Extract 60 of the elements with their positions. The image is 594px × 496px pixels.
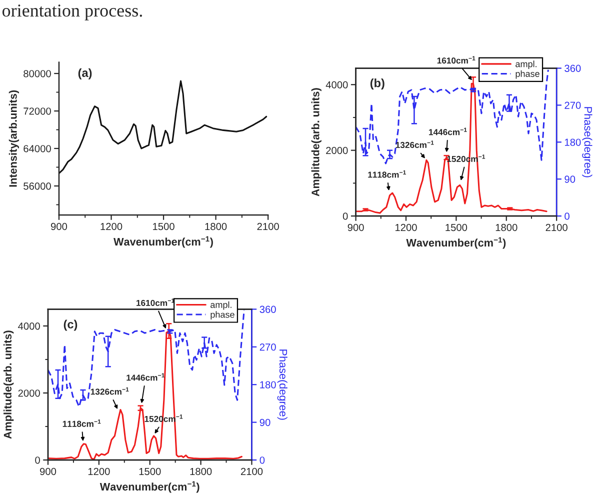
annotation: 1610cm$^{−1}$ [437, 56, 476, 64]
y-tick-label: 80000 [24, 70, 51, 78]
y2-tick-label: 180 [564, 138, 581, 146]
x-tick-label: 1500 [446, 224, 468, 232]
y-axis-title: Amplitude(arb. units) [4, 330, 14, 439]
legend-label: ampl. [516, 60, 536, 69]
y-tick-label: 0 [342, 212, 348, 220]
y-tick-label: 0 [35, 456, 40, 464]
x-axis-title: Wavenumber(cm$^{−1}$) [406, 237, 506, 249]
y2-tick-label: 0 [260, 456, 265, 464]
x-tick-label: 2100 [257, 222, 279, 230]
x-tick-label: 1200 [395, 224, 417, 232]
legend-label: ampl. [210, 301, 232, 310]
y2-tick-label: 180 [260, 381, 276, 388]
y-tick-label: 72000 [24, 108, 51, 115]
y-tick-label: 4000 [18, 322, 40, 330]
y-tick-label: 2000 [326, 146, 348, 154]
x-axis-title: Wavenumber(cm$^{−1}$) [114, 236, 213, 248]
y-axis-title: Amplitude(arb. units) [311, 88, 322, 196]
y2-tick-label: 90 [260, 418, 270, 426]
x-tick-label: 900 [348, 224, 364, 232]
line-series [58, 80, 268, 174]
y2-axis-title: Phase(degree) [582, 107, 592, 178]
x-tick-label: 900 [51, 222, 68, 230]
annotation: 1118cm$^{−1}$ [368, 170, 406, 178]
line-series [356, 69, 549, 164]
text: orientation process. [2, 4, 142, 20]
y2-tick-label: 270 [564, 102, 581, 109]
legend-label: phase [516, 70, 540, 79]
x-tick-label: 1800 [205, 222, 227, 230]
x-tick-label: 1500 [139, 468, 161, 476]
x-tick-label: 2100 [240, 468, 263, 476]
annotation: 1446cm$^{−1}$ [429, 128, 467, 136]
y-axis-title: Intensity(arb.units) [8, 90, 19, 187]
x-tick-label: 1500 [153, 222, 174, 230]
y2-tick-label: 360 [564, 64, 581, 72]
x-tick-label: 2100 [546, 224, 568, 232]
annotation: 1326cm$^{−1}$ [90, 387, 129, 395]
x-tick-label: 1200 [88, 468, 110, 476]
y2-axis-title: Phase(degree) [277, 350, 288, 420]
line-series [48, 309, 245, 408]
y-tick-label: 56000 [24, 182, 51, 190]
y-tick-label: 4000 [326, 81, 348, 88]
legend-label: phase [210, 311, 234, 320]
annotation: 1326cm$^{−1}$ [396, 140, 434, 148]
y-tick-label: 64000 [24, 145, 51, 152]
annotation: (a) [78, 68, 92, 80]
x-tick-label: 1800 [496, 224, 518, 232]
annotation: (c) [64, 320, 78, 331]
y-tick-label: 2000 [18, 390, 40, 397]
y2-tick-label: 90 [564, 176, 576, 183]
y2-tick-label: 0 [564, 212, 570, 220]
x-axis-title: Wavenumber(cm$^{−1}$) [100, 481, 200, 493]
annotation: (b) [370, 78, 384, 90]
y2-tick-label: 270 [260, 343, 276, 351]
x-tick-label: 900 [40, 468, 56, 476]
annotation: 1118cm$^{−1}$ [62, 419, 101, 427]
x-tick-label: 1200 [100, 222, 122, 230]
y2-tick-label: 360 [260, 306, 276, 313]
x-tick-label: 1800 [190, 468, 212, 476]
